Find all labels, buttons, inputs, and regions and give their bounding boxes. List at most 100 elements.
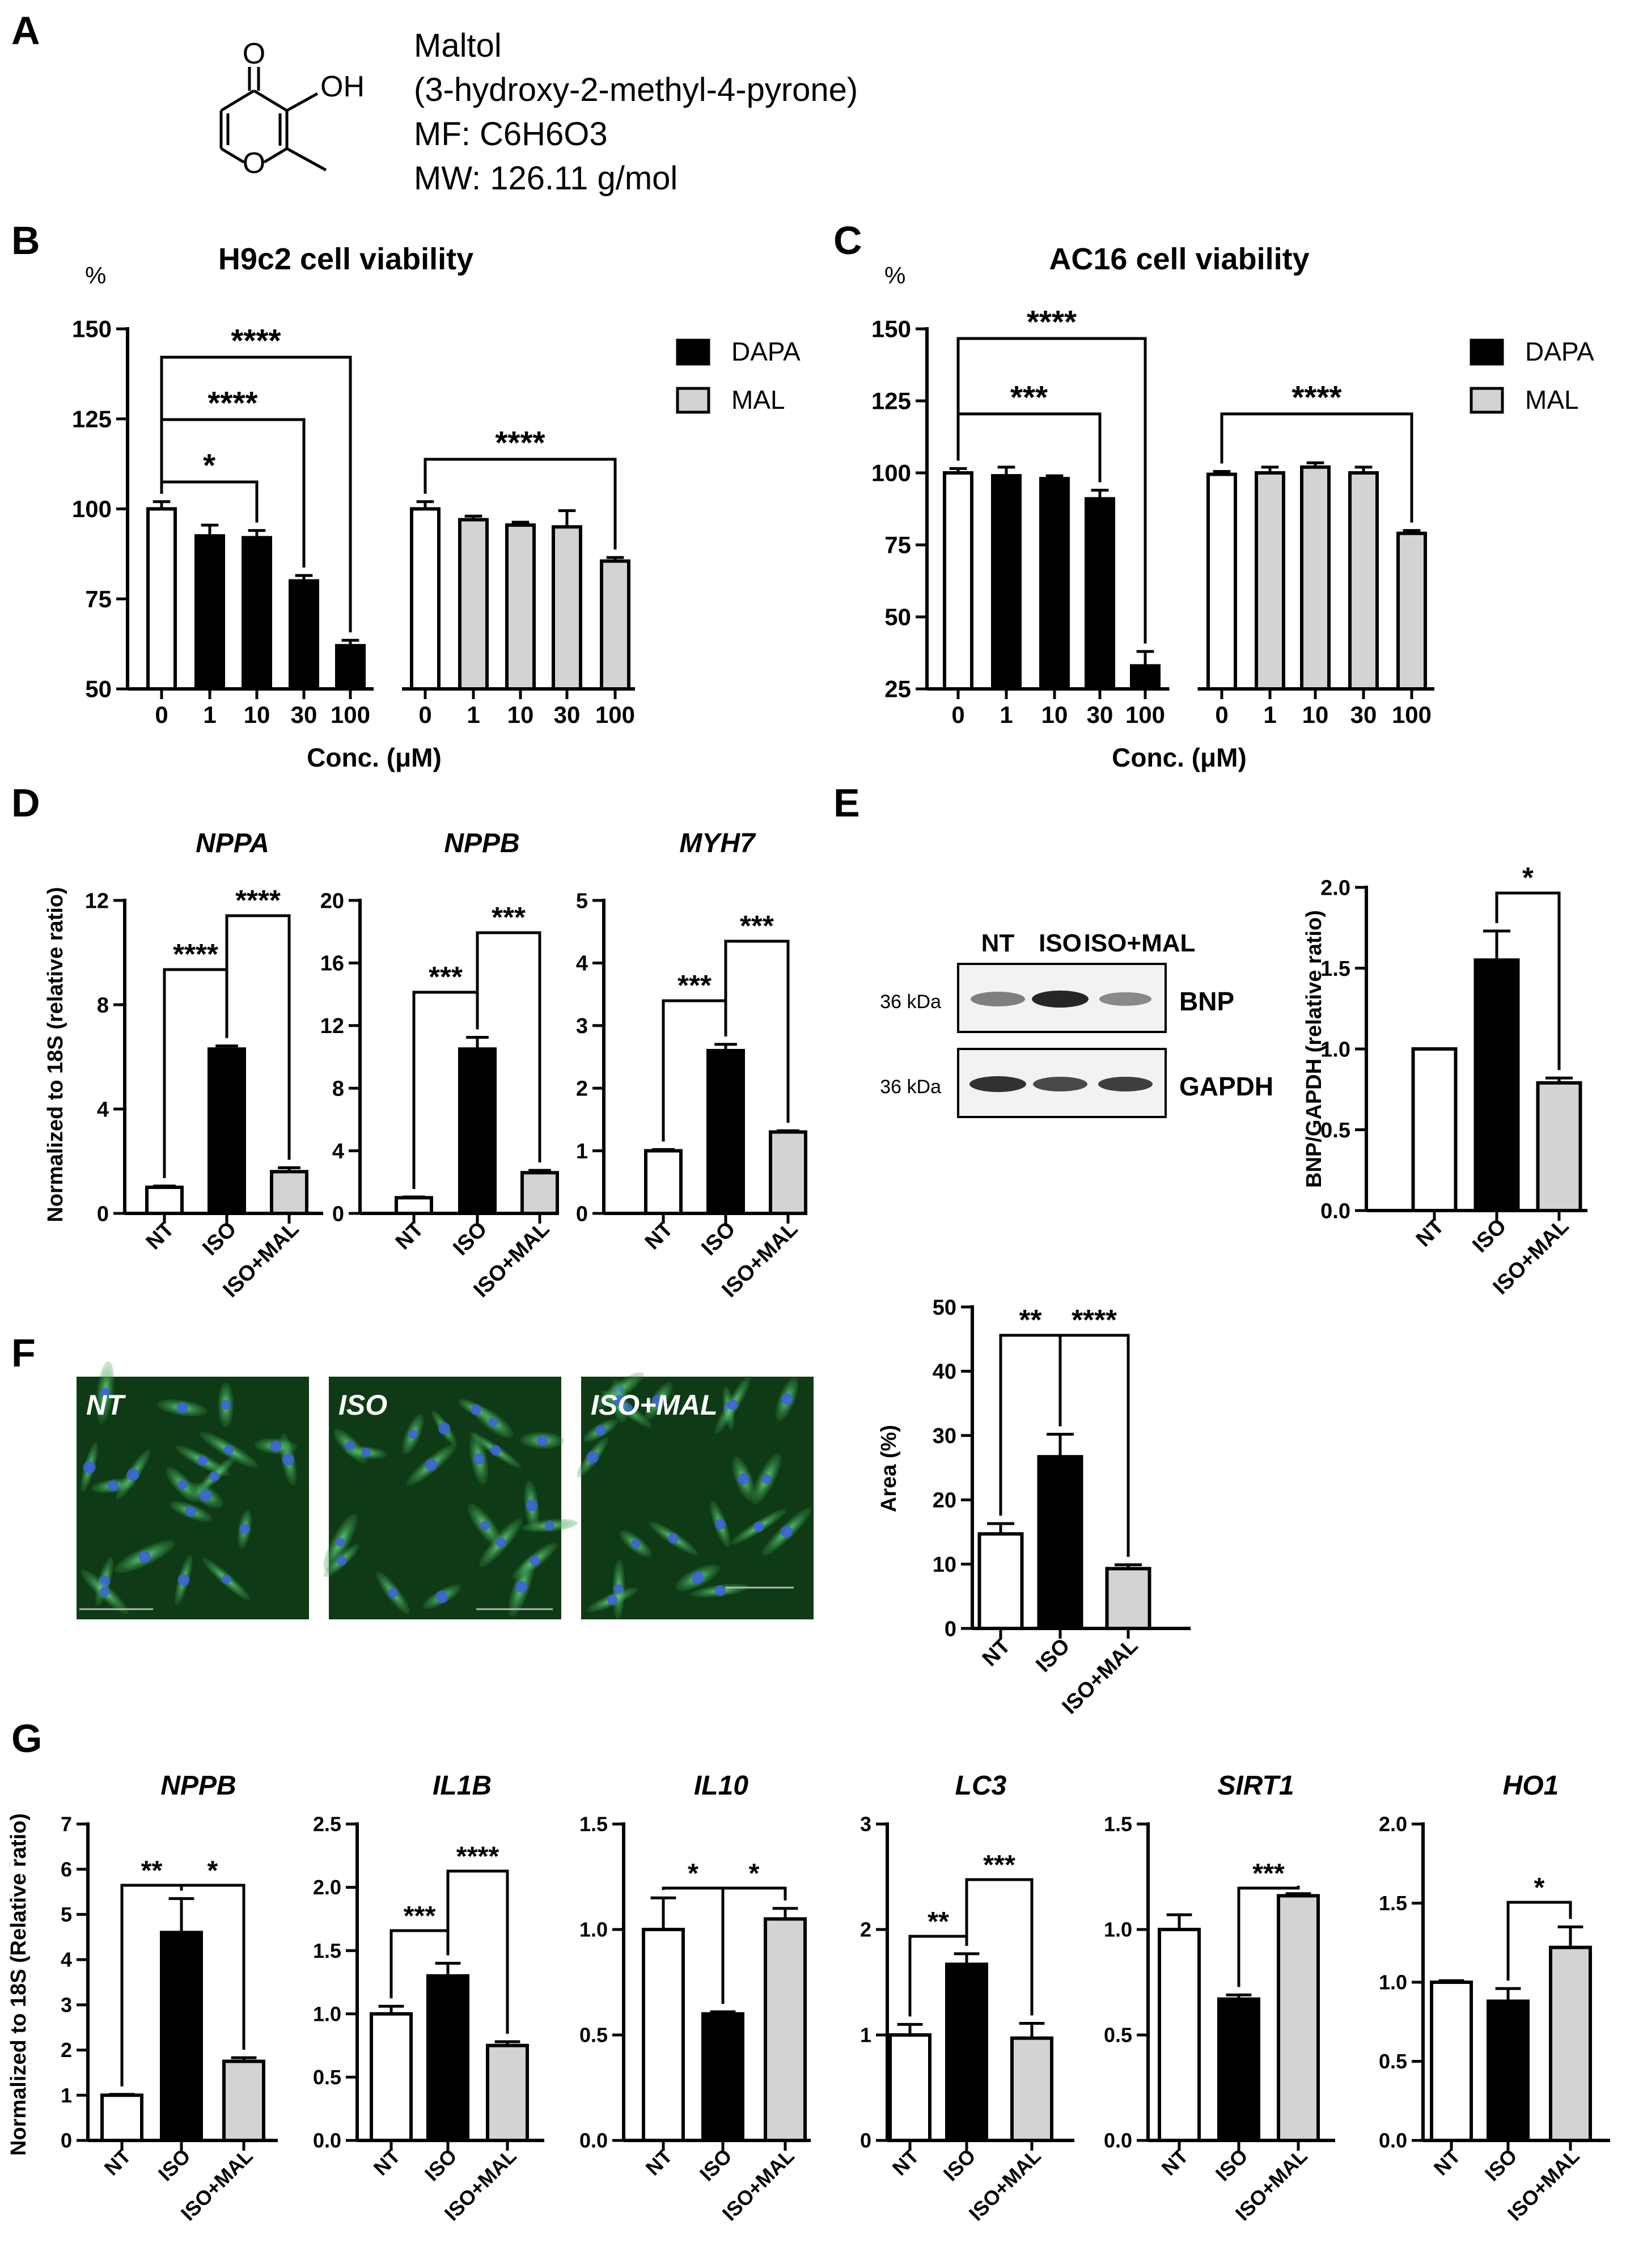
y-tick-label: 8 xyxy=(332,1077,344,1101)
bar xyxy=(289,579,319,691)
cell-nucleus xyxy=(388,1588,398,1598)
panel-label-f: F xyxy=(11,1331,36,1375)
cell-nucleus xyxy=(668,1533,679,1544)
y-tick-label: 2.5 xyxy=(313,1813,341,1836)
significance-label: *** xyxy=(1010,380,1048,416)
cell-nucleus xyxy=(282,1453,294,1466)
significance-label: * xyxy=(208,1855,218,1886)
bar xyxy=(1130,664,1161,691)
y-tick-label: 12 xyxy=(85,889,109,913)
x-tick-label: 0 xyxy=(951,701,964,728)
cell-nucleus xyxy=(490,1445,501,1455)
significance-bracket xyxy=(956,412,1102,483)
cell-nucleus xyxy=(209,1471,219,1482)
bar xyxy=(991,474,1022,691)
x-tick-label: 0 xyxy=(155,701,168,728)
y-tick-label: 7 xyxy=(61,1813,72,1836)
x-tick-label: ISO xyxy=(198,1217,241,1260)
significance-label: *** xyxy=(740,909,774,942)
x-tick-label: NT xyxy=(1157,2144,1193,2180)
cell-nucleus xyxy=(530,1555,540,1566)
blot-lane-iso: ISO xyxy=(1039,929,1082,957)
chart-title: AC16 cell viability xyxy=(1049,242,1309,276)
atom-o-ring: O xyxy=(243,147,265,180)
bar xyxy=(1158,1928,1201,2142)
x-tick-label: NT xyxy=(100,2144,136,2180)
maltol-structure xyxy=(219,67,327,172)
cell-nucleus xyxy=(480,1521,490,1530)
y-tick-label: 0.0 xyxy=(1104,2129,1132,2152)
significance-label: **** xyxy=(495,425,545,461)
y-tick-label: 4 xyxy=(97,1098,109,1122)
y-tick-label: 0 xyxy=(61,2129,72,2152)
significance-bracket xyxy=(721,1886,787,2004)
blot-lane-nt: NT xyxy=(981,929,1015,957)
blot-lane-iso-mal: ISO+MAL xyxy=(1084,929,1196,957)
cell-nucleus xyxy=(176,1402,188,1414)
y-tick-label: 2 xyxy=(860,1918,871,1941)
y-tick-label: 1.0 xyxy=(1379,1971,1407,1994)
cell-nucleus xyxy=(177,1480,188,1490)
y-tick-label: 2.0 xyxy=(1320,876,1350,900)
cell-nucleus xyxy=(408,1429,418,1439)
cell-nucleus xyxy=(100,1387,110,1398)
bar xyxy=(600,559,630,691)
bar xyxy=(1549,1945,1592,2143)
significance-label: * xyxy=(749,1858,760,1889)
atom-o-carbonyl: O xyxy=(243,37,265,70)
panel-label-g: G xyxy=(11,1716,42,1761)
cell-nucleus xyxy=(544,1521,554,1531)
y-tick-label: 5 xyxy=(576,889,588,913)
x-axis-title: Conc. (μM) xyxy=(1112,743,1247,772)
cell-nucleus xyxy=(438,1422,451,1435)
bar xyxy=(1473,958,1520,1212)
x-tick-label: 100 xyxy=(595,701,635,728)
legend-swatch xyxy=(1470,387,1504,414)
y-tick-label: 1.5 xyxy=(1104,1813,1132,1836)
cell-nucleus xyxy=(652,1394,665,1407)
blot-band-bnp-iso xyxy=(1032,991,1089,1008)
bar xyxy=(642,1928,685,2142)
y-tick-label: 4 xyxy=(332,1140,344,1163)
cell-nucleus xyxy=(471,1404,482,1415)
y-tick-label: 1.5 xyxy=(313,1939,341,1962)
y-unit-label: % xyxy=(884,262,905,289)
x-tick-label: 1 xyxy=(1000,701,1013,728)
chart-title: MYH7 xyxy=(679,828,756,858)
cell-nucleus xyxy=(595,1425,606,1436)
cell-nucleus xyxy=(691,1571,704,1584)
y-tick-label: 1 xyxy=(576,1140,588,1163)
bar xyxy=(644,1149,683,1215)
panel-label-b: B xyxy=(11,218,40,263)
y-axis-title: BNP/GAPDH (relative ratio) xyxy=(1302,910,1326,1188)
y-tick-label: 3 xyxy=(576,1014,588,1038)
cell-nucleus xyxy=(714,1585,726,1596)
cell-nucleus xyxy=(177,1574,190,1586)
atom-oh: OH xyxy=(320,70,365,103)
micrograph-label-iso-mal: ISO+MAL xyxy=(591,1389,718,1421)
y-tick-label: 2.0 xyxy=(313,1876,341,1899)
cell-nucleus xyxy=(753,1521,764,1532)
bar xyxy=(145,1186,184,1215)
x-tick-label: NT xyxy=(888,2144,924,2180)
x-tick-label: 10 xyxy=(507,701,534,728)
blot-band-bnp-nt xyxy=(971,992,1025,1006)
significance-bracket xyxy=(724,940,790,1123)
bar xyxy=(1411,1047,1458,1212)
y-tick-label: 0.5 xyxy=(1104,2024,1132,2047)
cell-nucleus xyxy=(336,1537,345,1547)
bar xyxy=(458,518,489,691)
bar xyxy=(552,525,582,691)
significance-label: * xyxy=(1534,1872,1545,1903)
x-tick-label: NT xyxy=(391,1217,429,1255)
cell-nucleus xyxy=(536,1435,548,1446)
cell-nucleus xyxy=(738,1473,750,1485)
y-tick-label: 0.5 xyxy=(1379,2050,1407,2073)
significance-bracket xyxy=(956,337,1147,644)
